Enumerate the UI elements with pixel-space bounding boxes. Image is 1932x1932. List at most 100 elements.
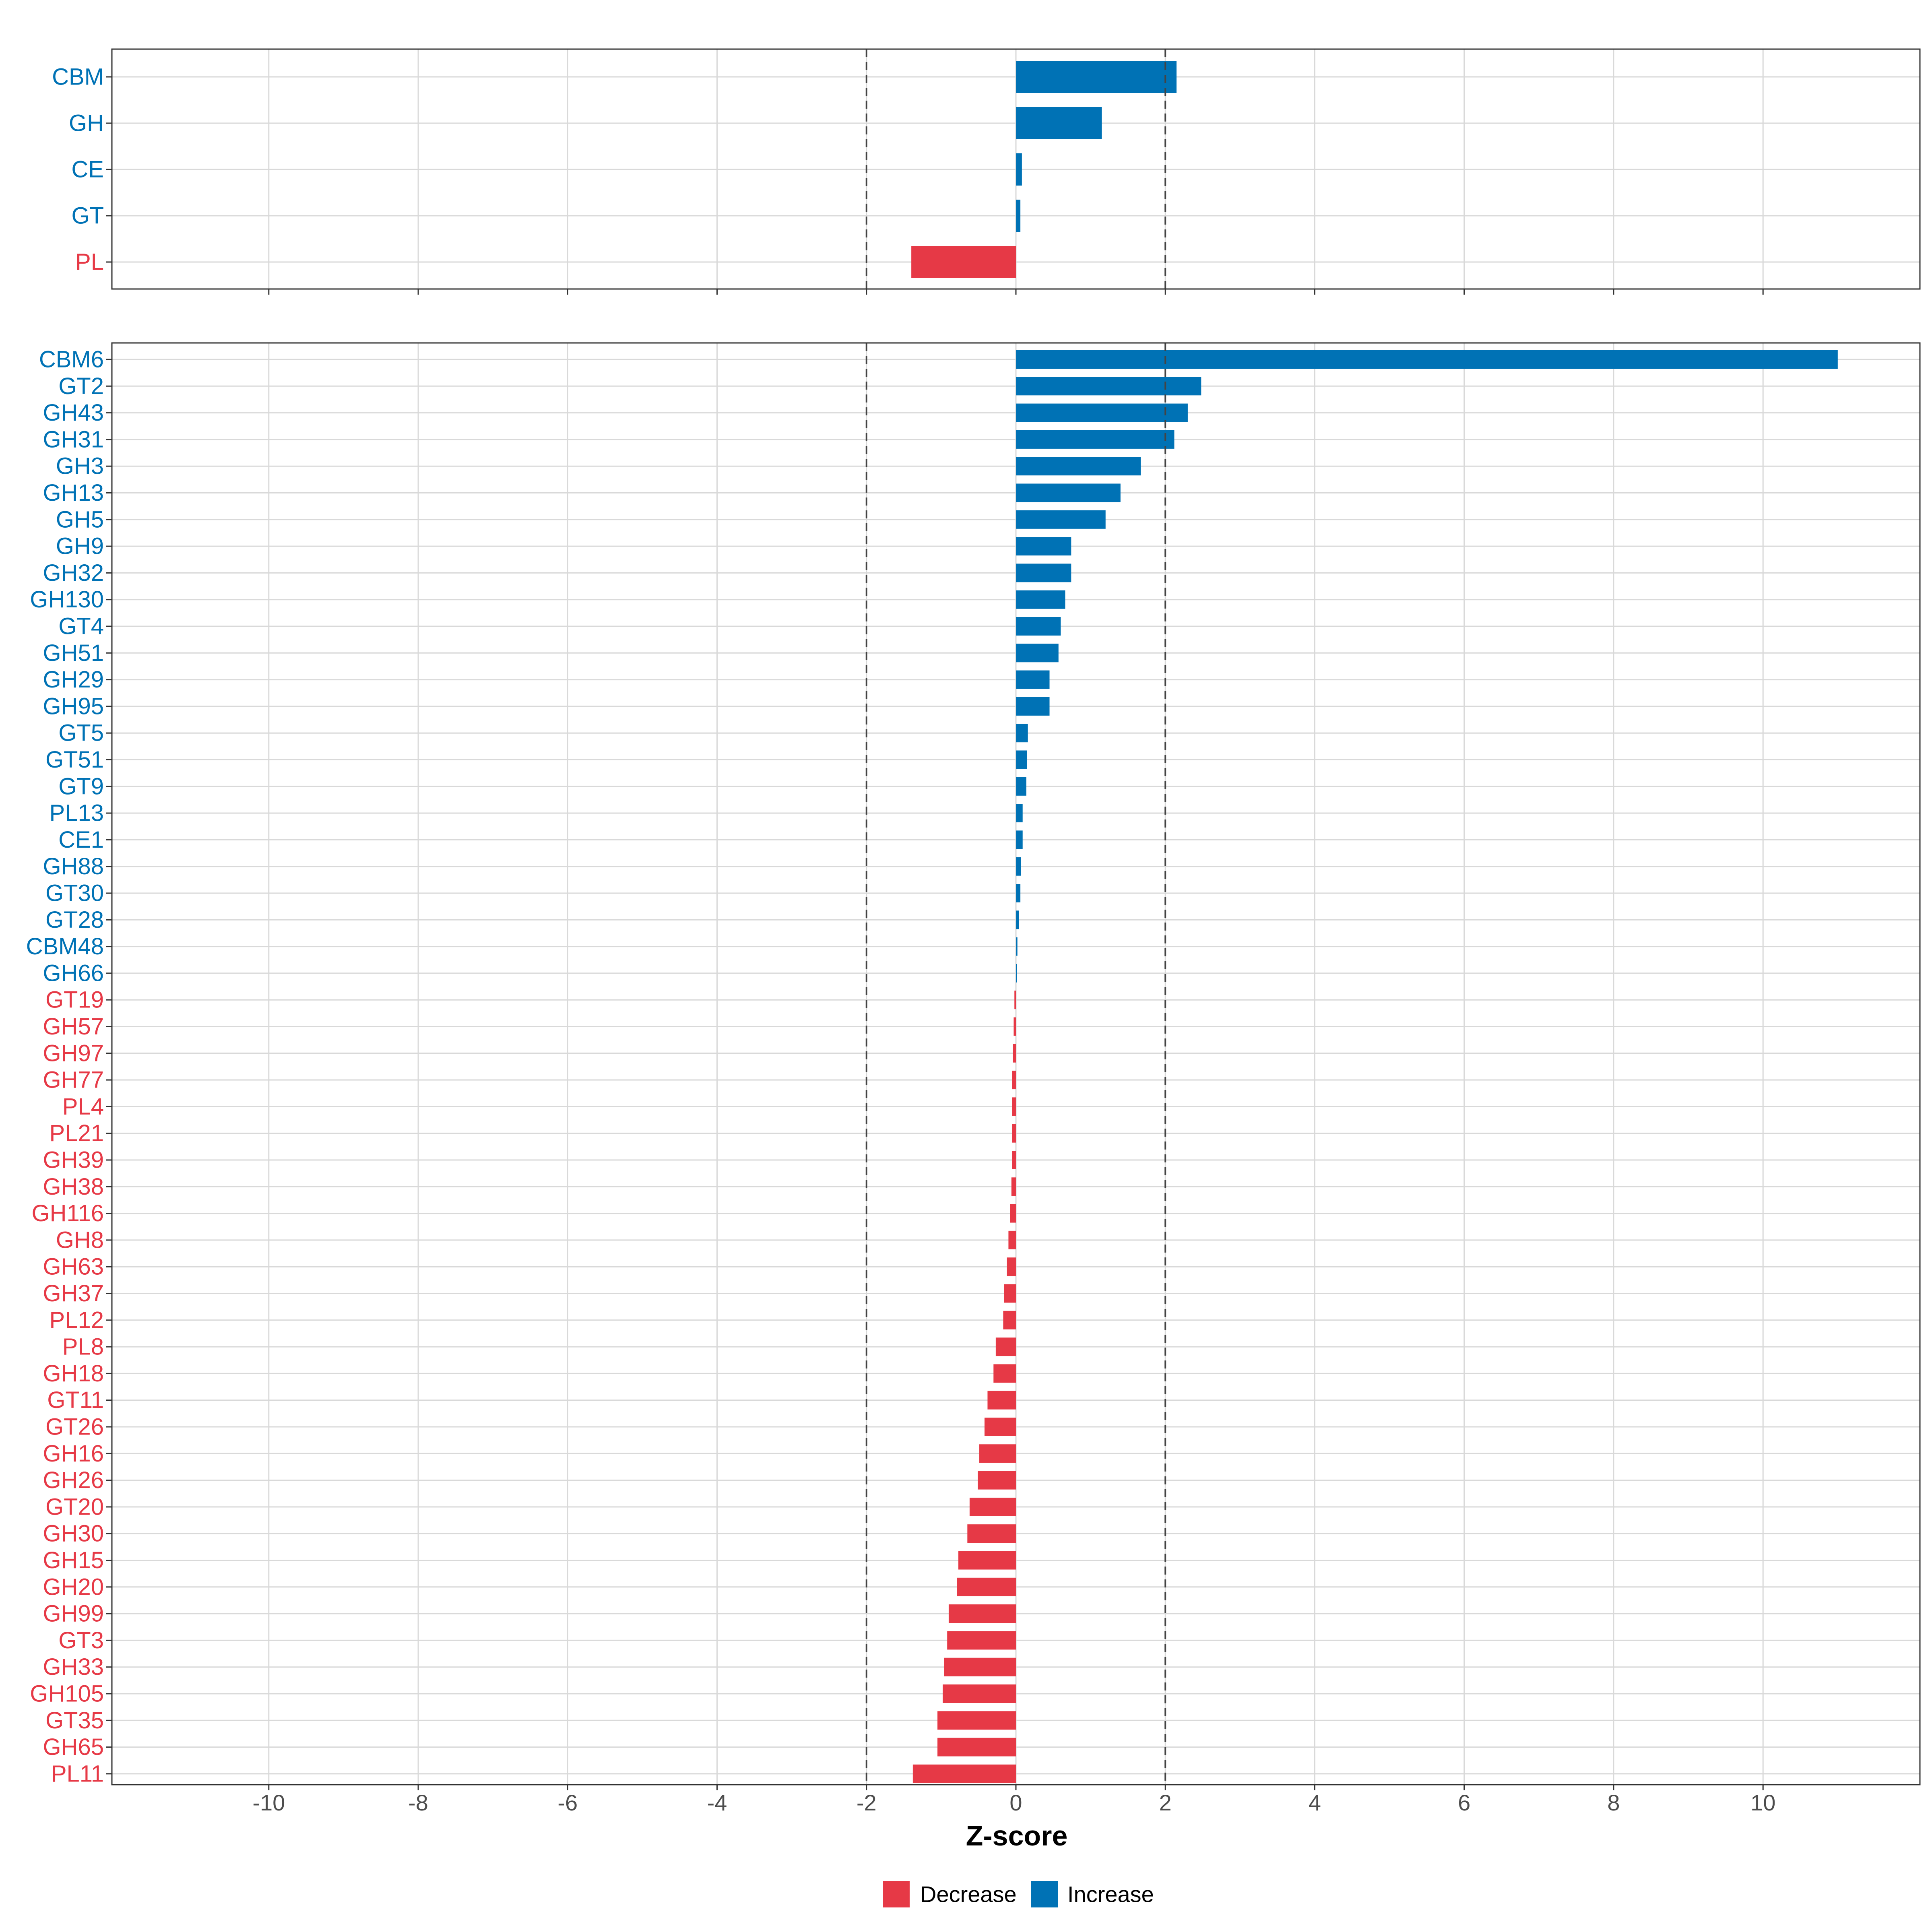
x-tick-label: -6 — [557, 1790, 578, 1815]
y-label-gt30: GT30 — [45, 880, 104, 906]
y-label-gh8: GH8 — [56, 1227, 104, 1253]
y-label-cbm6: CBM6 — [39, 347, 104, 373]
bar-gh105 — [943, 1684, 1016, 1703]
bar-gh9 — [1016, 537, 1071, 556]
y-label-gt4: GT4 — [58, 613, 104, 640]
bar-gh5 — [1016, 510, 1106, 529]
y-label-gt51: GT51 — [45, 747, 104, 773]
bar-cbm — [1016, 61, 1177, 93]
bar-gh66 — [1016, 964, 1017, 983]
bar-gh97 — [1013, 1044, 1016, 1063]
y-label-cbm48: CBM48 — [26, 933, 104, 960]
bar-ce — [1016, 153, 1022, 186]
y-label-gh33: GH33 — [43, 1654, 104, 1680]
bar-cbm6 — [1016, 350, 1838, 369]
y-label-gh38: GH38 — [43, 1174, 104, 1200]
bar-gh57 — [1013, 1017, 1016, 1036]
bar-pl4 — [1012, 1097, 1016, 1116]
bar-gh13 — [1016, 483, 1121, 502]
bar-gh31 — [1016, 430, 1174, 449]
bar-pl — [911, 246, 1016, 278]
bar-gt28 — [1016, 910, 1019, 929]
bar-gh26 — [978, 1471, 1016, 1490]
y-label-gh77: GH77 — [43, 1067, 104, 1093]
y-label-gt20: GT20 — [45, 1494, 104, 1520]
y-label-gh51: GH51 — [43, 640, 104, 666]
y-label-ce: CE — [71, 157, 104, 183]
bar-gt4 — [1016, 617, 1061, 636]
class-panel: CBM GH CE GT PL — [52, 48, 1921, 295]
y-label-gh13: GH13 — [43, 480, 104, 506]
bar-gh15 — [958, 1551, 1016, 1570]
bar-gt5 — [1016, 724, 1028, 743]
bar-gh99 — [948, 1604, 1016, 1623]
y-label-gh5: GH5 — [56, 506, 104, 533]
legend: Decrease Increase — [883, 1881, 1154, 1907]
bar-gh16 — [979, 1444, 1016, 1463]
bar-gh20 — [957, 1577, 1016, 1596]
bar-cbm48 — [1016, 937, 1018, 956]
y-label-gh31: GH31 — [43, 426, 104, 452]
y-label-gt9: GT9 — [58, 773, 104, 799]
y-label-pl: PL — [75, 249, 104, 275]
y-label-gt: GT — [71, 203, 104, 229]
y-label-pl12: PL12 — [50, 1307, 104, 1333]
bar-gt11 — [987, 1391, 1016, 1410]
y-label-ce1: CE1 — [58, 827, 104, 853]
y-label-gh: GH — [69, 110, 104, 136]
bar-pl21 — [1012, 1124, 1016, 1143]
bar-gh116 — [1010, 1204, 1016, 1223]
y-label-gh29: GH29 — [43, 667, 104, 693]
bar-gh38 — [1011, 1177, 1016, 1196]
y-label-gh99: GH99 — [43, 1601, 104, 1627]
bar-gt30 — [1016, 884, 1021, 902]
y-label-gh18: GH18 — [43, 1360, 104, 1387]
bar-gh95 — [1016, 697, 1050, 716]
bar-gt — [1016, 200, 1021, 232]
y-label-gh43: GH43 — [43, 400, 104, 426]
y-label-pl13: PL13 — [50, 800, 104, 826]
x-tick-label: -4 — [707, 1790, 727, 1815]
legend-label-increase: Increase — [1067, 1882, 1154, 1907]
x-tick-label: -2 — [857, 1790, 877, 1815]
y-label-gh116: GH116 — [32, 1200, 104, 1226]
y-label-gh105: GH105 — [30, 1681, 104, 1707]
bar-gh63 — [1007, 1257, 1016, 1276]
legend-label-decrease: Decrease — [920, 1882, 1017, 1907]
x-tick-label: 10 — [1750, 1790, 1775, 1815]
y-label-gt11: GT11 — [47, 1387, 104, 1413]
x-tick-label: -8 — [408, 1790, 428, 1815]
bar-gh51 — [1016, 644, 1059, 663]
y-label-gh63: GH63 — [43, 1254, 104, 1280]
bar-gt35 — [937, 1711, 1016, 1730]
bar-gh32 — [1016, 564, 1071, 582]
x-tick-label: -10 — [252, 1790, 285, 1815]
bar-gt51 — [1016, 750, 1027, 769]
bar-gh33 — [944, 1657, 1016, 1676]
bar-gh43 — [1016, 403, 1188, 422]
y-label-gt3: GT3 — [58, 1627, 104, 1653]
x-tick-label: 4 — [1309, 1790, 1321, 1815]
y-label-gh57: GH57 — [43, 1013, 104, 1040]
y-label-gt35: GT35 — [45, 1707, 104, 1734]
family-panel: CBM6GT2GH43GH31GH3GH13GH5GH9GH32GH130GT4… — [26, 342, 1921, 1790]
y-label-gh88: GH88 — [43, 853, 104, 879]
bar-gh29 — [1016, 670, 1050, 689]
bar-gt20 — [969, 1497, 1016, 1516]
bar-gh30 — [967, 1524, 1016, 1543]
y-label-gh130: GH130 — [30, 586, 104, 613]
bar-gh65 — [937, 1738, 1016, 1757]
bar-gh88 — [1016, 857, 1021, 876]
bar-pl12 — [1003, 1311, 1016, 1329]
x-axis-title: Z-score — [966, 1820, 1068, 1852]
y-label-pl11: PL11 — [51, 1761, 104, 1787]
bar-pl8 — [995, 1338, 1016, 1356]
bar-gt19 — [1014, 991, 1016, 1009]
bar-ce1 — [1016, 830, 1023, 849]
x-axis: -10 -8 -6 -4 -2 0 2 4 6 8 10 — [252, 1790, 1775, 1815]
y-label-gh97: GH97 — [43, 1040, 104, 1066]
y-label-gt19: GT19 — [45, 987, 104, 1013]
bar-gh8 — [1008, 1230, 1016, 1249]
y-label-pl4: PL4 — [62, 1094, 104, 1120]
